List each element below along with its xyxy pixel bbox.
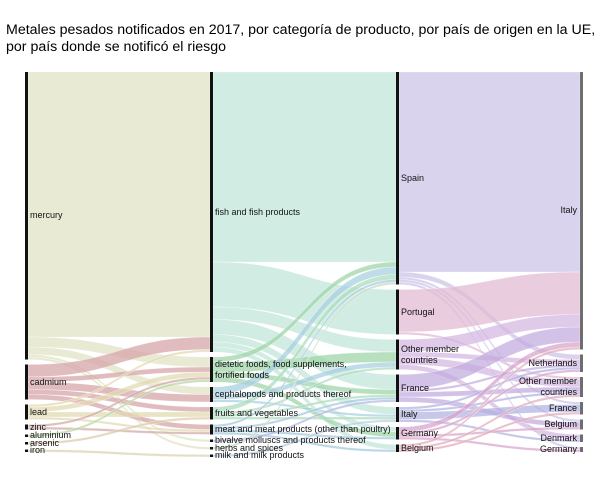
node-label-n_be: Belgium	[544, 419, 577, 429]
node-label-o_fr: France	[401, 382, 430, 393]
node-label-o_pt: Portugal	[401, 306, 435, 317]
nodes-layer	[25, 72, 583, 457]
node-bar-n_nl[interactable]	[580, 354, 583, 373]
node-label-o_other: Other member countries	[401, 343, 460, 365]
node-bar-aluminium[interactable]	[25, 434, 28, 438]
node-bar-zinc[interactable]	[25, 424, 28, 430]
node-bar-fruits[interactable]	[210, 407, 213, 420]
node-label-aluminium: aluminium	[30, 430, 72, 441]
node-label-o_es: Spain	[401, 172, 425, 183]
node-label-iron: iron	[30, 445, 46, 456]
node-bar-o_es[interactable]	[396, 72, 399, 285]
node-label-o_it: Italy	[401, 409, 418, 419]
node-bar-mercury[interactable]	[25, 72, 28, 360]
node-label-fish: fish and fish products	[215, 206, 301, 217]
node-bar-n_other[interactable]	[580, 377, 583, 397]
node-bar-meat[interactable]	[210, 424, 213, 435]
node-label-bivalve: bivalve molluscs and products thereof	[215, 435, 366, 446]
node-label-meat: meat and meat products (other than poult…	[215, 424, 391, 434]
node-bar-o_other[interactable]	[396, 339, 399, 370]
chart-title: Metales pesados notificados en 2017, por…	[6, 22, 596, 55]
node-bar-n_be[interactable]	[580, 419, 583, 430]
node-label-o_be: Belgium	[401, 442, 434, 453]
node-bar-o_fr[interactable]	[396, 374, 399, 403]
node-bar-lead[interactable]	[25, 404, 28, 420]
node-bar-milk[interactable]	[210, 454, 213, 458]
node-bar-n_de[interactable]	[580, 447, 583, 452]
node-bar-n_dk[interactable]	[580, 434, 583, 443]
node-bar-o_pt[interactable]	[396, 289, 399, 335]
node-bar-arsenic[interactable]	[25, 442, 28, 445]
node-bar-bivalve[interactable]	[210, 439, 213, 443]
link-mercury-to-fish	[27, 71, 211, 338]
node-bar-fish[interactable]	[210, 72, 213, 352]
node-bar-o_it[interactable]	[396, 407, 399, 422]
node-label-fruits: fruits and vegetables	[215, 407, 299, 418]
node-label-n_it: Italy	[560, 205, 577, 216]
node-label-n_nl: Netherlands	[528, 357, 577, 368]
node-label-arsenic: arsenic	[30, 437, 60, 448]
node-label-n_other: Other member countries	[518, 376, 577, 397]
node-bar-diet[interactable]	[210, 357, 213, 382]
links-layer	[27, 71, 581, 458]
node-bar-cadmium[interactable]	[25, 364, 28, 400]
node-label-n_dk: Denmark	[540, 432, 577, 443]
node-bar-o_de[interactable]	[396, 427, 399, 440]
node-bar-n_fr[interactable]	[580, 402, 583, 415]
node-bar-n_it[interactable]	[580, 72, 583, 350]
node-label-mercury: mercury	[30, 210, 63, 221]
node-bar-o_be[interactable]	[396, 444, 399, 453]
node-label-zinc: zinc	[30, 421, 47, 432]
node-label-lead: lead	[30, 406, 48, 417]
link-fish-to-o_es	[212, 71, 397, 263]
node-label-n_fr: France	[548, 402, 577, 413]
node-label-cadmium: cadmium	[30, 376, 67, 387]
node-bar-iron[interactable]	[25, 449, 28, 453]
node-bar-herbs[interactable]	[210, 447, 213, 450]
node-label-diet: dietetic foods, food supplements, fortif…	[215, 358, 347, 380]
node-label-ceph: cephalopods and products thereof	[215, 389, 352, 399]
node-bar-ceph[interactable]	[210, 387, 213, 402]
node-label-milk: milk and milk products	[215, 450, 305, 461]
node-label-n_de: Germany	[539, 444, 577, 454]
node-label-o_de: Germany	[401, 427, 439, 438]
node-label-herbs: herbs and spices	[215, 442, 284, 453]
